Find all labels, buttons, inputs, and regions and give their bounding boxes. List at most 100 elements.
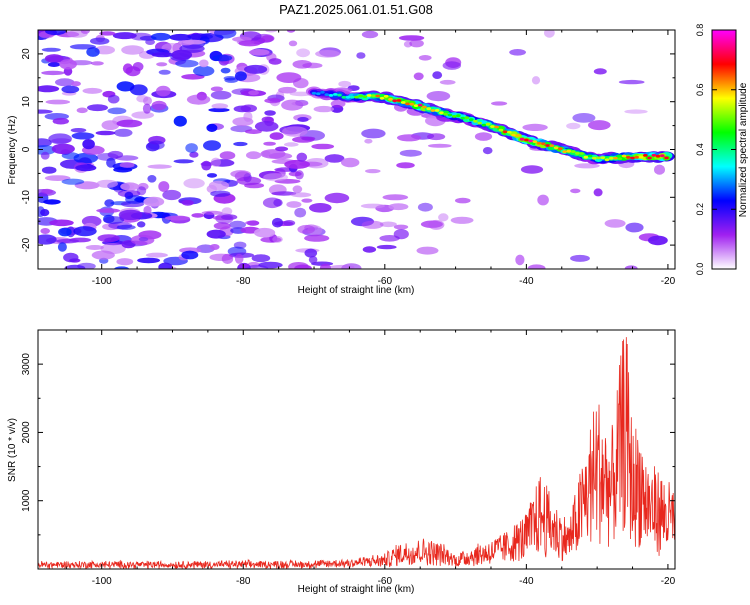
heatmap-cell xyxy=(570,254,590,262)
y-tick-label: 2000 xyxy=(21,421,32,444)
x-tick-label: -100 xyxy=(92,276,112,287)
heatmap-cell xyxy=(572,113,596,123)
heatmap-cell xyxy=(293,78,309,89)
heatmap-cell xyxy=(320,263,331,269)
heatmap-ridge-cell xyxy=(494,125,499,129)
snr-line-clip xyxy=(38,337,675,569)
heatmap-cell xyxy=(85,245,104,250)
heatmap-cell xyxy=(38,138,52,148)
heatmap-cell xyxy=(73,226,97,237)
heatmap-cell xyxy=(338,80,352,88)
heatmap-cell xyxy=(212,54,233,62)
heatmap-cell xyxy=(61,85,80,94)
heatmap-ridge-cell xyxy=(592,156,597,160)
heatmap-cell xyxy=(104,199,115,207)
x-tick-label: -20 xyxy=(661,276,676,287)
heatmap-cell xyxy=(278,86,297,94)
heatmap-cell xyxy=(474,132,493,141)
heatmap-ridge-cell xyxy=(507,130,512,134)
heatmap-ridge-cell xyxy=(481,123,487,127)
heatmap-cell xyxy=(361,220,384,229)
heatmap-ridge-cell xyxy=(316,92,321,96)
heatmap-ridge-cell xyxy=(553,146,559,150)
heatmap-cell xyxy=(230,170,251,178)
heatmap-ridge-cell xyxy=(358,94,364,98)
heatmap-cell xyxy=(296,48,310,58)
heatmap-cell xyxy=(210,86,223,92)
heatmap-y-axis-label: Frequency (Hz) xyxy=(7,116,18,185)
heatmap-cell xyxy=(221,214,238,221)
heatmap-cell xyxy=(155,85,171,97)
heatmap-cell xyxy=(206,229,226,239)
heatmap-ridge-cell xyxy=(341,95,347,99)
heatmap-cell xyxy=(362,246,377,253)
heatmap-cell xyxy=(361,30,379,39)
heatmap-cell xyxy=(254,227,276,238)
heatmap-ridge xyxy=(305,86,675,165)
heatmap-cell xyxy=(398,35,425,41)
heatmap-cell xyxy=(418,55,432,61)
heatmap-ridge-cell xyxy=(366,94,372,97)
heatmap-ridge-cell xyxy=(328,94,334,97)
heatmap-ridge-cell xyxy=(375,94,381,98)
colorbar-tick-label: 0.2 xyxy=(695,203,705,216)
heatmap-ridge-cell xyxy=(583,155,589,159)
heatmap-cell xyxy=(82,87,103,94)
heatmap-cell xyxy=(356,52,366,59)
heatmap-cell xyxy=(210,90,232,100)
heatmap-cell xyxy=(208,180,229,191)
heatmap-cell xyxy=(295,170,304,180)
heatmap-cell xyxy=(186,94,211,105)
heatmap-cells xyxy=(38,30,668,269)
heatmap-cell xyxy=(40,151,50,160)
heatmap-cell xyxy=(164,215,190,221)
heatmap-cell xyxy=(482,147,493,155)
heatmap-cell xyxy=(130,234,155,246)
heatmap-ridge-cell xyxy=(634,155,640,159)
heatmap-cell xyxy=(624,265,638,269)
heatmap-cell xyxy=(169,33,192,41)
heatmap-cell xyxy=(360,203,385,209)
heatmap-cell xyxy=(145,252,168,258)
heatmap-ridge-cell xyxy=(502,130,508,134)
heatmap-y-ticks: -20 -10 0 10 20 xyxy=(21,29,675,270)
heatmap-cell xyxy=(246,151,262,160)
snr-x-axis-label: Height of straight line (km) xyxy=(298,584,415,595)
heatmap-ridge-cell xyxy=(519,137,525,141)
heatmap-ridge-cell xyxy=(430,109,436,112)
heatmap-cell xyxy=(99,31,116,36)
heatmap-cell xyxy=(361,128,386,139)
heatmap-ridge-cell xyxy=(490,125,495,128)
heatmap-cell xyxy=(286,30,296,33)
heatmap-ridge-cell xyxy=(396,99,402,102)
heatmap-cell xyxy=(238,263,250,268)
heatmap-cell xyxy=(82,139,95,150)
heatmap-cell xyxy=(38,109,53,114)
heatmap-cell xyxy=(522,123,548,131)
heatmap-ridge-cell xyxy=(626,156,631,159)
heatmap-cell xyxy=(427,143,452,148)
heatmap-cell xyxy=(263,141,276,146)
heatmap-cell xyxy=(304,248,318,258)
heatmap-cell xyxy=(588,120,611,131)
heatmap-ridge-cell xyxy=(362,95,368,98)
heatmap-cell xyxy=(158,181,170,192)
heatmap-cell xyxy=(304,234,330,242)
heatmap-cell xyxy=(90,37,110,45)
heatmap-cell xyxy=(44,54,64,63)
heatmap-ridge-cell xyxy=(371,94,376,98)
heatmap-cell xyxy=(114,128,133,137)
heatmap-cell xyxy=(187,33,214,40)
heatmap-cell xyxy=(263,173,288,182)
heatmap-ridge-cell xyxy=(400,101,406,104)
snr-frame xyxy=(37,329,676,570)
heatmap-cell xyxy=(100,243,126,255)
heatmap-ridge-cell xyxy=(613,156,618,160)
heatmap-cell xyxy=(229,220,247,229)
heatmap-cell xyxy=(171,49,193,61)
heatmap-cell xyxy=(290,192,312,198)
heatmap-cell xyxy=(103,216,125,225)
